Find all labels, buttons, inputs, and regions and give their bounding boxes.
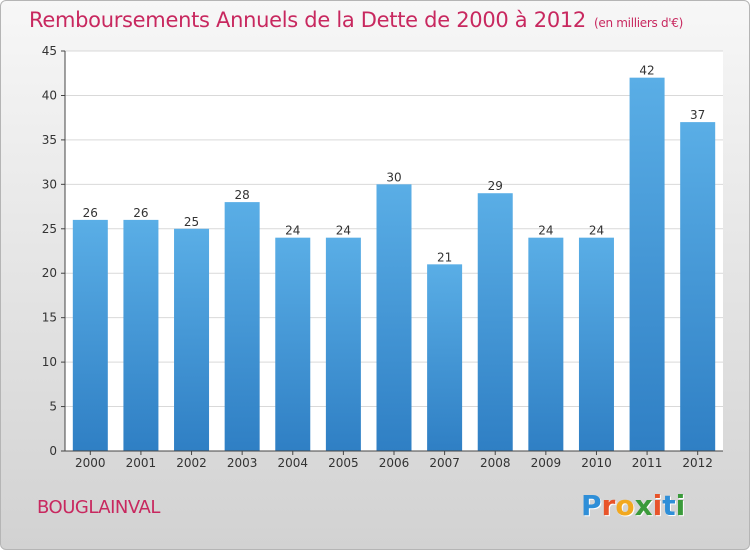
y-tick-label: 5: [49, 400, 57, 414]
x-tick-label: 2005: [328, 456, 359, 470]
y-tick-label: 0: [49, 444, 57, 458]
bar: [528, 237, 564, 451]
x-tick-label: 2010: [581, 456, 612, 470]
y-tick-label: 45: [42, 44, 57, 58]
logo-letter: x: [634, 489, 653, 522]
y-tick-label: 35: [42, 133, 57, 147]
data-label: 24: [538, 224, 553, 238]
chart-subtitle: (en milliers d'€): [594, 16, 684, 30]
x-tick-label: 2002: [176, 456, 207, 470]
logo-letter: i: [652, 489, 663, 522]
city-name: BOUGLAINVAL: [37, 497, 160, 518]
bar: [376, 184, 412, 452]
chart-title-text: Remboursements Annuels de la Dette de 20…: [29, 8, 586, 32]
bar: [275, 237, 311, 451]
logo-letter: i: [675, 489, 686, 522]
proxiti-logo: Proxiti: [581, 489, 685, 522]
y-tick-label: 25: [42, 222, 57, 236]
bar: [578, 237, 614, 451]
bar: [477, 193, 513, 451]
x-tick-label: 2006: [379, 456, 410, 470]
bar: [123, 219, 159, 451]
data-label: 24: [285, 224, 300, 238]
data-label: 24: [589, 224, 604, 238]
x-tick-label: 2001: [126, 456, 157, 470]
data-label: 24: [336, 224, 351, 238]
data-label: 21: [437, 250, 452, 264]
y-tick-label: 15: [42, 311, 57, 325]
logo-letter: r: [601, 489, 616, 522]
x-tick-label: 2003: [227, 456, 258, 470]
data-label: 28: [235, 188, 250, 202]
logo-letter: t: [662, 489, 676, 522]
chart-title: Remboursements Annuels de la Dette de 20…: [29, 8, 683, 32]
y-tick-label: 30: [42, 177, 57, 191]
bar: [72, 219, 108, 451]
bar: [680, 122, 716, 451]
x-tick-label: 2011: [632, 456, 663, 470]
data-label: 25: [184, 215, 199, 229]
x-tick-label: 2000: [75, 456, 106, 470]
logo-letter: P: [581, 489, 602, 522]
bar: [224, 202, 260, 451]
data-label: 26: [133, 206, 148, 220]
data-label: 37: [690, 108, 705, 122]
data-label: 30: [386, 170, 401, 184]
bar: [325, 237, 361, 451]
x-tick-label: 2004: [277, 456, 308, 470]
bar: [427, 264, 463, 451]
x-tick-label: 2008: [480, 456, 511, 470]
bar: [174, 228, 210, 451]
data-label: 26: [83, 206, 98, 220]
data-label: 42: [639, 64, 654, 78]
data-label: 29: [488, 179, 503, 193]
logo-letter: o: [615, 489, 635, 522]
bar: [629, 77, 665, 452]
x-tick-label: 2012: [682, 456, 713, 470]
x-tick-label: 2009: [531, 456, 562, 470]
y-tick-label: 10: [42, 355, 57, 369]
y-tick-label: 20: [42, 266, 57, 280]
x-tick-label: 2007: [429, 456, 460, 470]
y-tick-label: 40: [42, 88, 57, 102]
